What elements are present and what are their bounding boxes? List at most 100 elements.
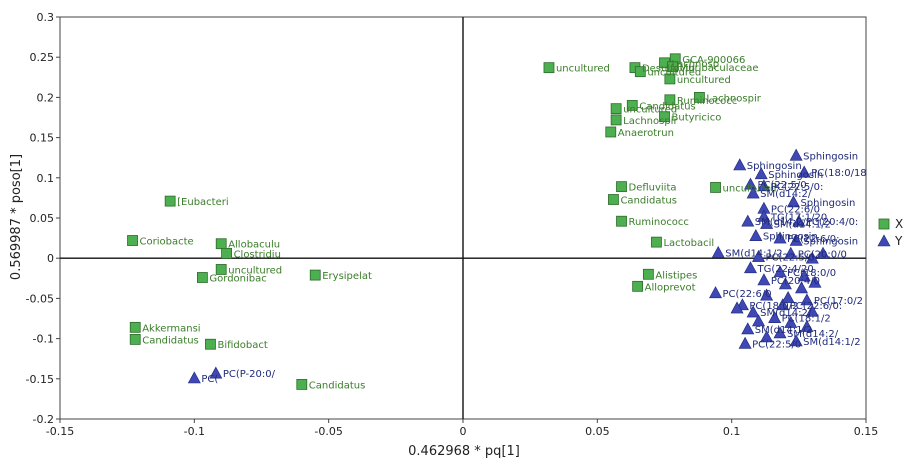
- data-point-x: [215, 264, 227, 275]
- data-point-label: Alloprevot: [645, 282, 696, 293]
- data-point-x: [616, 215, 627, 227]
- data-point-label: TG(22:4/20: [756, 264, 813, 275]
- data-point-label: Candidatus: [309, 380, 366, 391]
- data-point-x: [667, 61, 678, 73]
- data-point-label: uncultured: [723, 183, 777, 194]
- data-point-x: [129, 334, 141, 345]
- data-point-label: Sphingosin: [803, 151, 858, 162]
- data-point-y: [746, 305, 760, 318]
- data-point-label: Defluviita: [629, 183, 677, 194]
- data-point-x: [634, 66, 646, 78]
- data-point-label: Coriobacte: [140, 237, 194, 248]
- y-tick-label: -0.1: [33, 333, 54, 346]
- data-point-x: [309, 269, 321, 281]
- data-point-label: Sphingosin: [800, 198, 855, 209]
- data-point-y: [773, 326, 787, 339]
- data-point-label: TG(17:1/20: [770, 212, 827, 223]
- point-labels-group: [Eubacteri Coriobacte AllobaculuClostridiu…: [140, 55, 867, 392]
- data-point-label: Ruminococc: [629, 217, 689, 228]
- data-point-y: [786, 195, 800, 208]
- data-point-y: [749, 229, 763, 241]
- data-point-y: [711, 245, 725, 258]
- legend-marker: [877, 234, 891, 247]
- data-point-y: [773, 265, 787, 278]
- data-point-label: SM(d14:1/2: [803, 337, 860, 348]
- y-tick-label: -0.15: [26, 373, 54, 386]
- data-point-x: [605, 126, 617, 138]
- data-point-label: Candidatus: [639, 101, 696, 112]
- data-point-label: uncultured: [677, 75, 731, 86]
- data-point-label: GCA-900066: [682, 55, 745, 66]
- data-point-x: [221, 247, 232, 259]
- data-point-y: [805, 251, 819, 264]
- data-point-x: [610, 103, 622, 115]
- data-point-label: PC(: [201, 374, 218, 385]
- data-point-label: SM(d14:1/2: [725, 249, 782, 260]
- data-point-label: SM(d14:2/: [760, 308, 812, 319]
- data-point-y: [743, 177, 757, 190]
- data-point-y: [746, 186, 760, 199]
- data-point-y: [768, 311, 782, 323]
- data-point-x: [651, 236, 662, 248]
- data-point-label: PC(22:6/0: [771, 204, 820, 215]
- data-point-y: [800, 319, 814, 332]
- data-point-label: Ruminococc: [677, 96, 737, 107]
- data-point-y: [709, 286, 723, 299]
- data-point-label: PC(20:4/0: [771, 276, 820, 287]
- x-tick-label: -0.15: [46, 425, 74, 438]
- legend-label: X: [895, 217, 903, 231]
- data-point-label: SM(d14:2/: [755, 217, 807, 228]
- data-point-label: SM(d14:2/: [760, 189, 812, 200]
- data-point-label: PC(20:4/0:: [806, 217, 858, 228]
- y-tick-label: 0.25: [30, 51, 55, 64]
- data-point-label: Sphingosin: [763, 232, 818, 243]
- data-point-label: [Eubacteri: [177, 197, 229, 208]
- data-point-y: [797, 165, 811, 178]
- x-tick-label: 0.1: [723, 425, 741, 438]
- y-tick-label: 0.15: [30, 132, 55, 145]
- data-point-label: uncultured: [623, 105, 677, 116]
- data-point-label: Lachnosp: [672, 59, 720, 70]
- data-point-label: PC(18:0/18: [811, 168, 866, 179]
- data-point-label: Allobaculu: [228, 240, 280, 251]
- data-point-label: uncultured: [556, 64, 610, 75]
- data-point-label: Sphingosin: [803, 237, 858, 248]
- data-point-label: SM(d14:1/2: [755, 325, 812, 336]
- data-point-x: [616, 181, 627, 193]
- y-tick-label: 0: [47, 252, 54, 265]
- data-point-label: PC(18:1/2: [782, 314, 831, 325]
- data-point-x: [659, 111, 670, 123]
- data-point-label: Desulfovib: [642, 64, 695, 75]
- data-point-y: [773, 231, 787, 244]
- data-point-label: Bifidobact: [217, 340, 267, 351]
- y-tick-label: 0.2: [37, 91, 55, 104]
- points-group: [127, 53, 830, 390]
- data-point-y: [797, 269, 811, 282]
- data-point-y: [209, 366, 223, 379]
- data-point-y: [757, 179, 771, 192]
- data-point-x: [205, 338, 216, 350]
- data-point-x: [127, 235, 138, 246]
- data-point-y: [789, 148, 803, 161]
- data-point-y: [743, 261, 757, 274]
- data-point-label: PC(22:5/0: [766, 253, 815, 264]
- data-point-y: [789, 233, 803, 246]
- data-point-y: [792, 214, 806, 227]
- data-point-label: SM(d14:2/: [787, 329, 839, 340]
- x-tick-label: 0: [460, 425, 467, 438]
- data-point-label: PC(17:0/2: [814, 296, 863, 307]
- y-tick-label: 0.05: [30, 212, 55, 225]
- data-point-y: [800, 293, 814, 306]
- x-tick-label: 0.15: [854, 425, 879, 438]
- data-point-label: Butyricico: [672, 113, 722, 124]
- data-point-label: Candidatus: [620, 196, 677, 207]
- data-point-label: Candidatus: [142, 335, 199, 346]
- data-point-x: [196, 272, 208, 283]
- data-point-label: PC(18:0/0: [787, 268, 836, 279]
- data-point-y: [778, 277, 792, 290]
- data-point-y: [789, 334, 803, 347]
- data-point-y: [754, 167, 768, 180]
- data-point-x: [129, 321, 141, 333]
- data-point-label: PC(22:5/0: [757, 180, 806, 191]
- data-point-label: Anaerotrun: [618, 128, 674, 139]
